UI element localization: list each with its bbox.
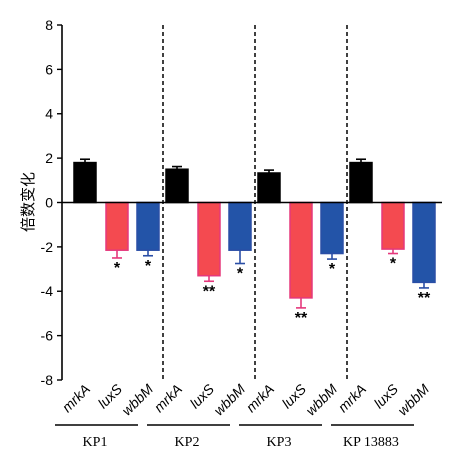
bar-luxS bbox=[289, 201, 313, 299]
bar-luxS bbox=[381, 201, 405, 250]
y-tick-label: 2 bbox=[45, 150, 53, 166]
gene-label-mrkA: mrkA bbox=[59, 381, 93, 415]
bar-wbbM bbox=[136, 201, 160, 251]
group-label: KP 13883 bbox=[343, 435, 399, 450]
significance-marker: * bbox=[237, 266, 244, 283]
significance-marker: * bbox=[390, 256, 397, 273]
y-tick-label: -8 bbox=[41, 372, 54, 388]
y-tick-label: 4 bbox=[45, 106, 53, 122]
gene-label-mrkA: mrkA bbox=[243, 381, 277, 415]
y-tick-label: 0 bbox=[45, 194, 53, 210]
bar-mrkA bbox=[73, 161, 97, 204]
gene-label-mrkA: mrkA bbox=[335, 381, 369, 415]
significance-marker: * bbox=[145, 258, 152, 275]
significance-marker: ** bbox=[203, 283, 216, 300]
significance-marker: ** bbox=[418, 290, 431, 307]
y-tick-label: 8 bbox=[45, 17, 53, 33]
gene-label-wbbM: wbbM bbox=[118, 381, 156, 419]
bar-wbbM bbox=[412, 201, 436, 284]
y-axis-title: 倍数变化 bbox=[20, 172, 37, 232]
bar-mrkA bbox=[165, 168, 189, 204]
bar-wbbM bbox=[320, 201, 344, 255]
y-axis: 8 6 4 2 0 -2 -4 -6 -8 bbox=[41, 17, 63, 388]
y-tick-label: 6 bbox=[45, 61, 53, 77]
y-tick-label: -6 bbox=[41, 328, 54, 344]
bar-luxS bbox=[197, 201, 221, 277]
group-label: KP2 bbox=[175, 435, 200, 450]
gene-label-wbbM: wbbM bbox=[210, 381, 248, 419]
gene-label-wbbM: wbbM bbox=[302, 381, 340, 419]
gene-label-wbbM: wbbM bbox=[394, 381, 432, 419]
bar-luxS bbox=[105, 201, 129, 251]
bar-mrkA bbox=[257, 172, 281, 204]
bar-wbbM bbox=[228, 201, 252, 251]
group-label: KP1 bbox=[83, 435, 108, 450]
y-tick-label: -2 bbox=[41, 239, 54, 255]
y-tick-label: -4 bbox=[41, 283, 54, 299]
gene-label-mrkA: mrkA bbox=[151, 381, 185, 415]
bar-mrkA bbox=[349, 161, 373, 204]
significance-marker: * bbox=[329, 261, 336, 278]
bars: * ******* *** bbox=[73, 158, 436, 327]
group-label: KP3 bbox=[267, 435, 292, 450]
significance-marker: ** bbox=[295, 310, 308, 327]
significance-marker: * bbox=[114, 260, 121, 277]
